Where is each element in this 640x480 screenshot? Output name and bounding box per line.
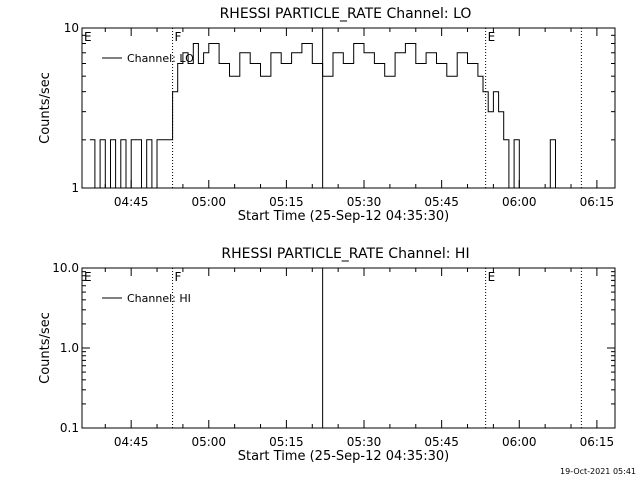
event-marker-label: F	[175, 30, 182, 44]
chart-panels: RHESSI PARTICLE_RATE Channel: LO 1 10 04:45…	[38, 6, 616, 464]
chart-title: RHESSI PARTICLE_RATE Channel: LO	[220, 6, 472, 22]
y-tick-label: 10.0	[52, 261, 79, 275]
x-tick-label: 04:45	[114, 195, 149, 209]
x-tick-label: 05:45	[424, 195, 459, 209]
x-tick-label: 05:30	[347, 195, 382, 209]
event-marker-label: F	[175, 270, 182, 284]
panel-1: RHESSI PARTICLE_RATE Channel: LO 1 10 04:45…	[38, 6, 616, 224]
x-tick-label: 05:30	[347, 435, 382, 449]
x-axis-label: Start Time (25-Sep-12 04:35:30)	[238, 449, 449, 464]
x-tick-label: 05:15	[269, 195, 304, 209]
y-axis-label: Counts/sec	[38, 72, 53, 144]
x-tick-label: 05:45	[424, 435, 459, 449]
x-tick-label: 06:00	[502, 435, 537, 449]
legend-label: Channel: HI	[127, 292, 191, 305]
y-tick-label: 10	[64, 21, 79, 35]
series-line	[89, 43, 573, 189]
legend-label: Channel: LO	[127, 52, 194, 65]
plot-frame	[81, 27, 616, 189]
event-marker-label: E	[488, 30, 496, 44]
legend: Channel: HI	[102, 292, 191, 305]
x-tick-label: 06:15	[580, 435, 615, 449]
x-tick-label: 05:15	[269, 435, 304, 449]
y-tick-label: 1	[71, 181, 79, 195]
x-axis-label: Start Time (25-Sep-12 04:35:30)	[238, 209, 449, 224]
x-tick-label: 05:00	[191, 435, 226, 449]
y-axis-label: Counts/sec	[38, 312, 53, 384]
x-tick-label: 06:15	[580, 195, 615, 209]
x-tick-label: 06:00	[502, 195, 537, 209]
x-tick-label: 04:45	[114, 435, 149, 449]
chart-title: RHESSI PARTICLE_RATE Channel: HI	[221, 246, 469, 262]
event-marker-label: E	[488, 270, 496, 284]
y-tick-label: 0.1	[60, 421, 79, 435]
event-marker-label: E	[84, 30, 92, 44]
footer-timestamp: 19-Oct-2021 05:41	[560, 467, 636, 476]
legend: Channel: LO	[102, 52, 194, 65]
x-tick-label: 05:00	[191, 195, 226, 209]
event-marker-label: E	[84, 270, 92, 284]
y-tick-label: 1.0	[60, 341, 79, 355]
panel-2: RHESSI PARTICLE_RATE Channel: HI 0.1 1.0 10…	[38, 246, 616, 464]
